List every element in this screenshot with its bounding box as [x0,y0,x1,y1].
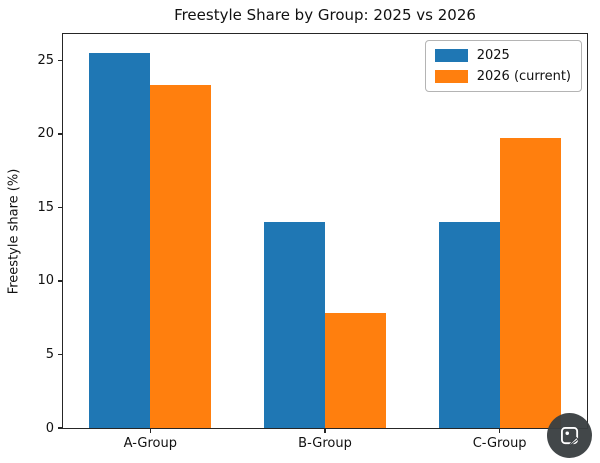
y-tick-label-5: 5 [45,346,54,362]
legend-label-2025: 2025 [476,48,510,63]
y-tick-mark-15 [58,206,62,209]
x-tick-label-c-group: C-Group [472,436,527,451]
image-edit-icon [560,426,579,447]
y-tick-label-0: 0 [45,420,54,436]
x-tick-label-b-group: B-Group [298,436,352,451]
plot-area: 2025 2026 (current) [62,33,588,429]
legend-item-2025: 2025 [434,48,571,63]
x-tick-mark-b-group [324,429,326,433]
y-axis-label: Freestyle share (%) [6,168,22,295]
y-tick-mark-0 [58,427,62,429]
y-tick-label-10: 10 [37,273,54,289]
x-tick-label-a-group: A-Group [123,436,177,451]
legend-label-2026-current: 2026 (current) [476,69,571,84]
legend-item-2026-current: 2026 (current) [434,69,571,84]
legend-swatch-2026-current [434,70,468,83]
x-tick-mark-a-group [149,429,152,433]
bar-2025-a-group [89,53,151,428]
y-tick-label-25: 25 [37,52,54,68]
bar-2026-current-b-group [325,313,386,428]
y-tick-label-15: 15 [37,199,54,215]
legend-swatch-2025 [434,49,468,62]
bar-2025-c-group [438,222,500,428]
bar-2026-current-a-group [150,85,212,428]
bar-2025-b-group [264,222,325,428]
legend: 2025 2026 (current) [424,40,582,92]
y-tick-label-20: 20 [37,126,54,142]
y-tick-mark-5 [58,353,62,356]
y-tick-mark-20 [58,133,62,135]
bar-2026-current-c-group [499,138,561,428]
y-tick-mark-25 [58,59,62,62]
image-edit-badge[interactable] [547,413,592,458]
x-tick-mark-c-group [498,429,501,433]
y-tick-mark-10 [58,280,62,282]
chart-title: Freestyle Share by Group: 2025 vs 2026 [174,6,476,24]
